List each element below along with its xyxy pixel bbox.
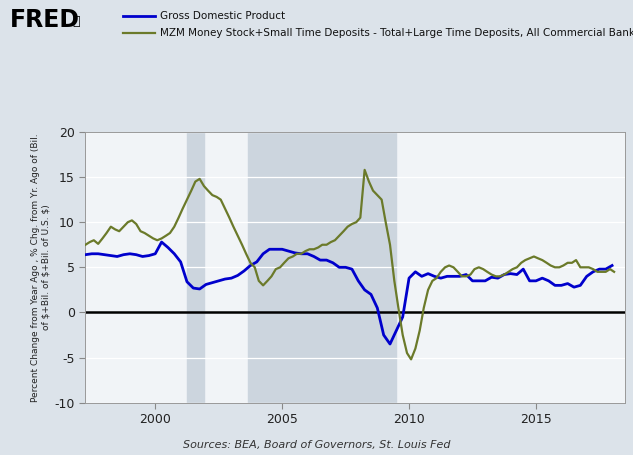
Bar [352,132,396,403]
Y-axis label: Percent Change from Year Ago , % Chg. from Yr. Ago of (Bil.
of $+Bil. of $+Bil. : Percent Change from Year Ago , % Chg. fr… [31,133,51,402]
Bar [248,132,352,403]
Text: FRED: FRED [9,9,80,32]
Text: Sources: BEA, Board of Governors, St. Louis Fed: Sources: BEA, Board of Governors, St. Lo… [183,440,450,450]
Text: MZM Money Stock+Small Time Deposits - Total+Large Time Deposits, All Commercial : MZM Money Stock+Small Time Deposits - To… [160,28,633,38]
Bar [187,132,204,403]
Text: 📈: 📈 [73,15,80,28]
Text: Gross Domestic Product: Gross Domestic Product [160,11,285,21]
